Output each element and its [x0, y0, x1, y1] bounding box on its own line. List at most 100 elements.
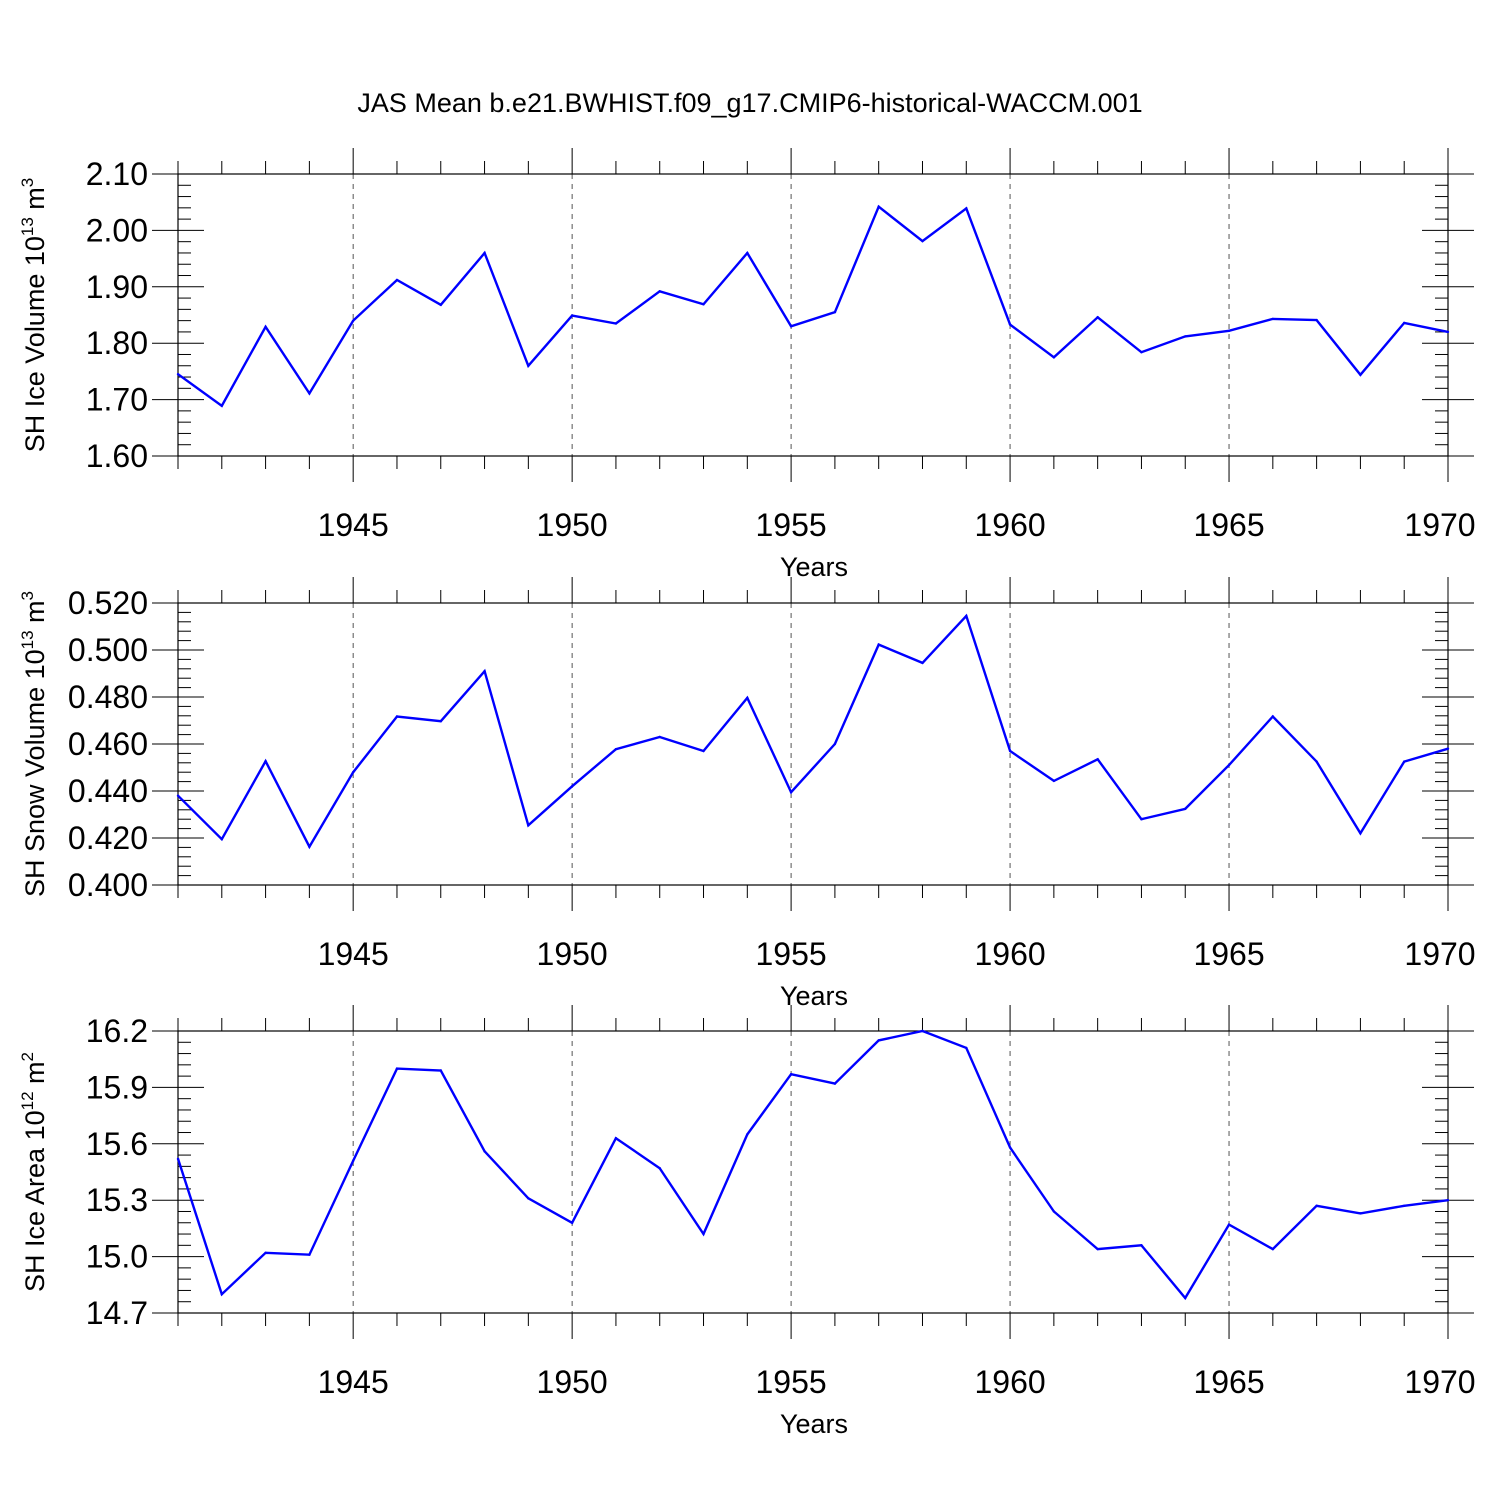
y-tick-label: 0.520 — [68, 585, 148, 621]
data-point — [877, 1039, 880, 1042]
data-point — [1315, 760, 1318, 763]
y-tick-label: 1.80 — [86, 325, 148, 361]
data-point — [308, 392, 311, 395]
data-point — [833, 1082, 837, 1085]
x-axis-label: Years — [780, 981, 848, 1011]
data-point — [702, 303, 705, 306]
x-tick-label: 1945 — [318, 507, 389, 543]
data-point — [308, 845, 311, 848]
data-point — [1008, 1146, 1012, 1149]
data-point — [1096, 758, 1099, 761]
data-point — [439, 720, 442, 723]
y-tick-label: 16.2 — [86, 1013, 148, 1049]
x-tick-label: 1955 — [756, 507, 827, 543]
data-point — [1227, 763, 1231, 767]
x-tick-label: 1960 — [974, 1364, 1045, 1400]
x-tick-label: 1965 — [1193, 936, 1264, 972]
data-point — [702, 1232, 705, 1236]
data-point — [658, 735, 661, 739]
data-point — [1227, 329, 1231, 332]
y-tick-label: 15.6 — [86, 1126, 148, 1162]
data-point — [614, 747, 618, 751]
data-point — [395, 278, 399, 282]
x-tick-label: 1960 — [974, 936, 1045, 972]
data-point — [220, 837, 223, 841]
y-tick-label: 0.420 — [68, 820, 148, 856]
data-point — [439, 1069, 442, 1072]
data-point — [833, 742, 837, 746]
data-point — [965, 1046, 968, 1050]
plot-frame — [177, 602, 1449, 886]
data-point — [1271, 317, 1275, 321]
data-point — [1052, 1210, 1056, 1213]
data-point — [1184, 1296, 1187, 1300]
data-point — [1140, 818, 1143, 821]
data-point — [789, 1073, 793, 1076]
data-point — [702, 749, 705, 753]
y-tick-label: 0.440 — [68, 773, 148, 809]
data-point — [483, 251, 486, 255]
data-point — [570, 785, 574, 788]
x-axis-label: Years — [780, 1409, 848, 1439]
data-point — [1096, 1247, 1099, 1251]
figure-title: JAS Mean b.e21.BWHIST.f09_g17.CMIP6-hist… — [357, 88, 1142, 118]
data-point — [921, 661, 924, 665]
data-point — [1140, 1244, 1143, 1247]
data-point — [1403, 321, 1406, 325]
y-axis-label: SH Snow Volume 1013 m3 — [18, 591, 50, 897]
x-tick-label: 1970 — [1404, 936, 1475, 972]
data-point — [1008, 323, 1012, 326]
y-tick-label: 14.7 — [86, 1295, 148, 1331]
x-tick-label: 1945 — [318, 1364, 389, 1400]
data-point — [1052, 779, 1056, 783]
data-point — [483, 1150, 486, 1153]
ice-volume-series-line — [177, 204, 1449, 408]
x-axis-label: Years — [780, 552, 848, 582]
data-point — [1227, 1223, 1231, 1226]
data-point — [308, 1253, 311, 1256]
data-point — [176, 794, 180, 797]
plot-frame — [177, 1030, 1449, 1314]
x-tick-label: 1955 — [756, 1364, 827, 1400]
data-point — [1271, 715, 1275, 718]
ice-area-panel: 14.7 15.0 15.3 15.6 15.9 16.2 1945 1950 1955 1960… — [18, 1005, 1476, 1439]
data-point — [1315, 1204, 1318, 1208]
data-point — [264, 1251, 267, 1255]
data-point — [570, 1221, 574, 1224]
data-point — [176, 373, 180, 376]
ice-volume-panel: 1.60 1.70 1.80 1.90 2.00 2.10 1945 1950 1955 1960… — [18, 148, 1476, 582]
plot-frame — [177, 173, 1449, 457]
data-point — [1052, 356, 1056, 359]
data-point — [965, 207, 968, 210]
data-point — [570, 314, 574, 317]
data-point — [1446, 747, 1450, 750]
x-tick-label: 1970 — [1404, 507, 1475, 543]
data-point — [658, 1167, 661, 1170]
y-tick-label: 15.0 — [86, 1239, 148, 1275]
data-point — [658, 290, 661, 293]
data-point — [789, 790, 793, 794]
data-point — [1096, 316, 1099, 319]
data-point — [1403, 760, 1406, 763]
data-point — [220, 1293, 223, 1296]
y-tick-label: 2.00 — [86, 212, 148, 248]
snow-volume-panel: 0.400 0.420 0.440 0.460 0.480 0.500 0.520 1945 1… — [18, 577, 1476, 1011]
y-tick-label: 0.460 — [68, 726, 148, 762]
ice-area-series-line — [176, 1029, 1449, 1301]
data-point — [1140, 351, 1143, 354]
data-point — [746, 696, 749, 700]
data-point — [1184, 335, 1187, 338]
snow-volume-series-line — [177, 613, 1449, 850]
data-point — [1446, 330, 1450, 334]
x-tick-label: 1950 — [537, 1364, 608, 1400]
y-tick-label: 1.60 — [86, 438, 148, 474]
data-point — [1315, 318, 1318, 322]
data-point — [527, 824, 530, 827]
data-point — [395, 715, 399, 718]
y-axis-label: SH Ice Volume 1013 m3 — [18, 178, 50, 453]
data-point — [351, 771, 355, 774]
data-point — [746, 1133, 749, 1136]
x-tick-label: 1950 — [537, 936, 608, 972]
data-point — [1271, 1247, 1275, 1251]
